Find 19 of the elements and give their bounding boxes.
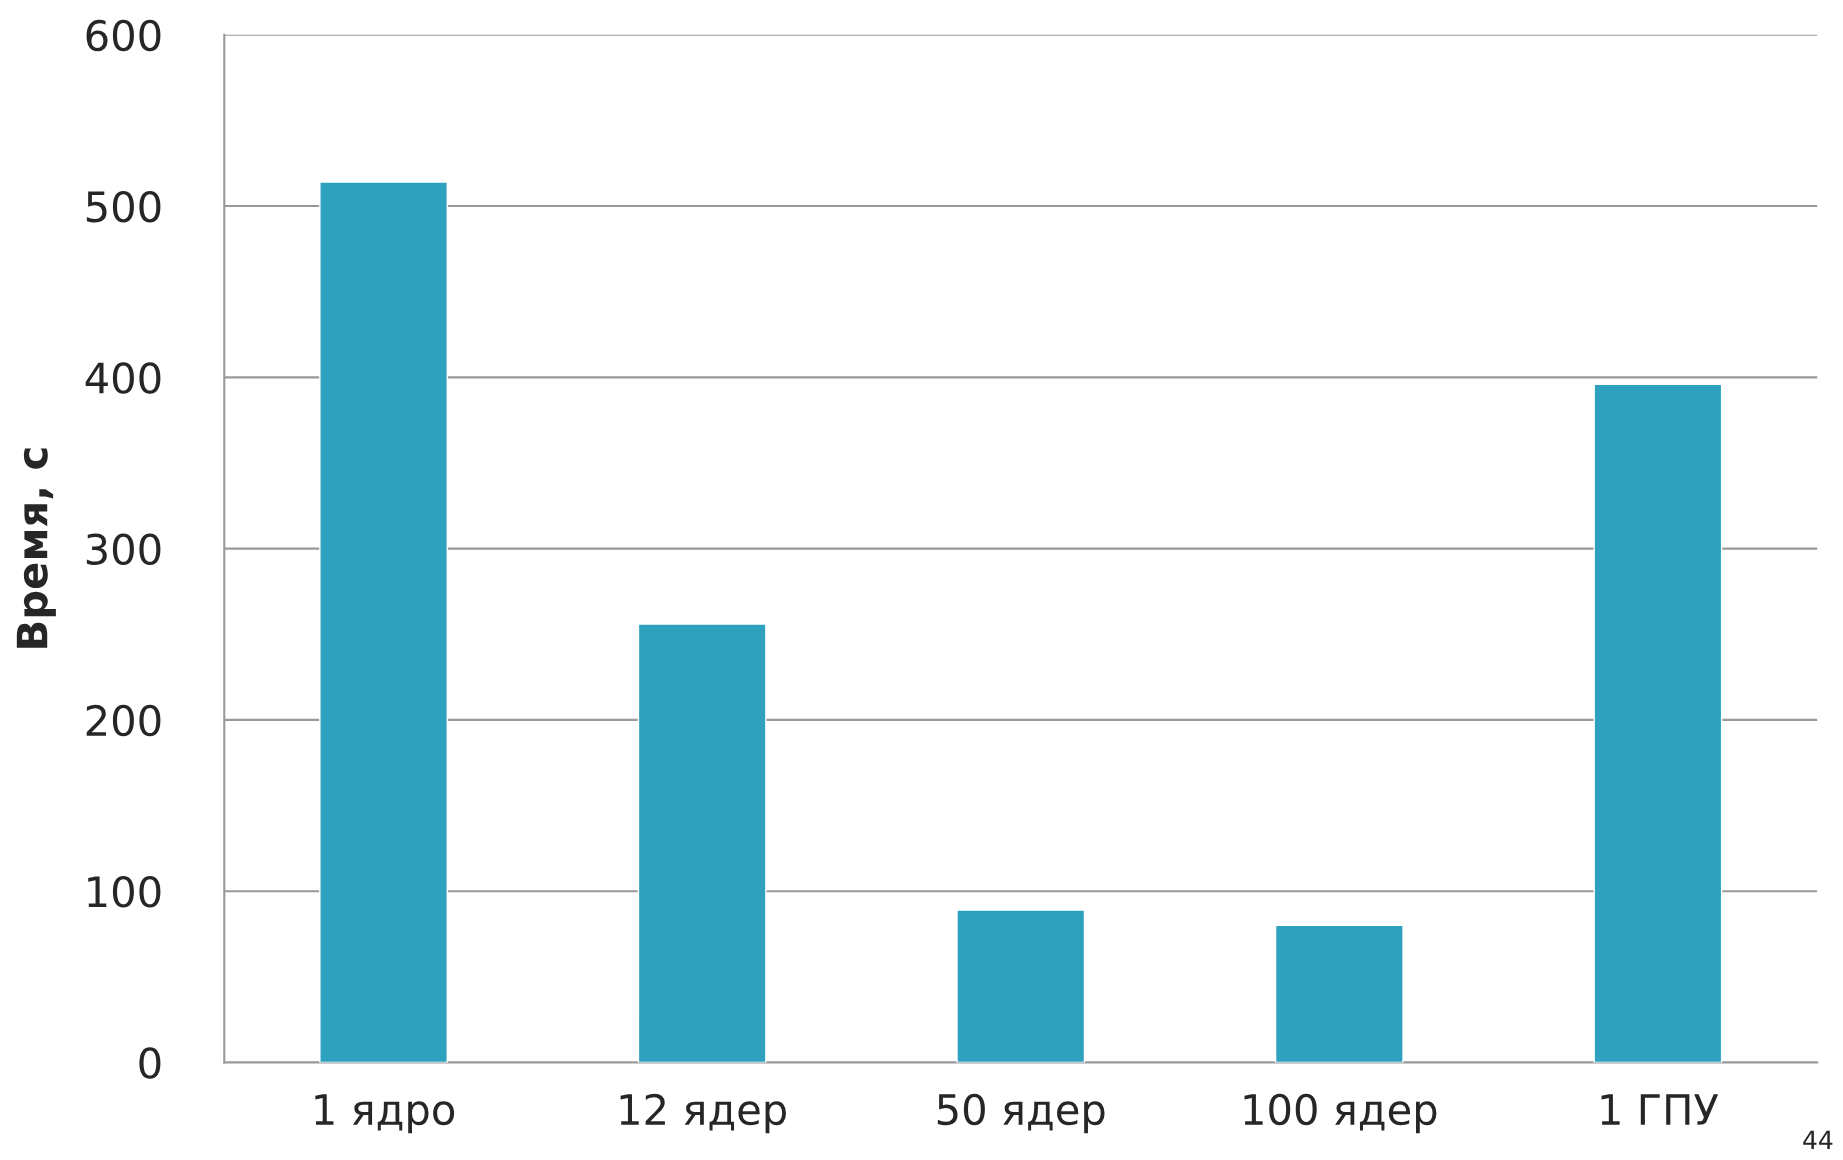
bar (1593, 383, 1723, 1063)
bar (637, 623, 767, 1063)
bar (319, 181, 448, 1063)
x-tick-label: 12 ядер (620, 1093, 786, 1134)
x-tick-label: 1 ядро (315, 1094, 455, 1134)
bar (1274, 924, 1404, 1063)
y-tick-label: 400 (85, 362, 161, 394)
text: 44 (1803, 1130, 1833, 1149)
y-tick-label: 500 (86, 190, 161, 223)
y-tick-label: 600 (86, 19, 161, 52)
y-tick-label: 200 (86, 704, 161, 737)
x-tick-label: 50 ядер (937, 1093, 1105, 1134)
bar (956, 909, 1086, 1063)
x-tick-label: 100 ядер (1244, 1093, 1437, 1134)
y-axis-title: Время, с (16, 448, 56, 648)
y-tick-label: 100 (88, 876, 161, 908)
y-tick-label: 0 (139, 1047, 161, 1079)
y-tick-label: 300 (86, 533, 161, 566)
x-tick-label: 1 ГПУ (1601, 1094, 1719, 1125)
